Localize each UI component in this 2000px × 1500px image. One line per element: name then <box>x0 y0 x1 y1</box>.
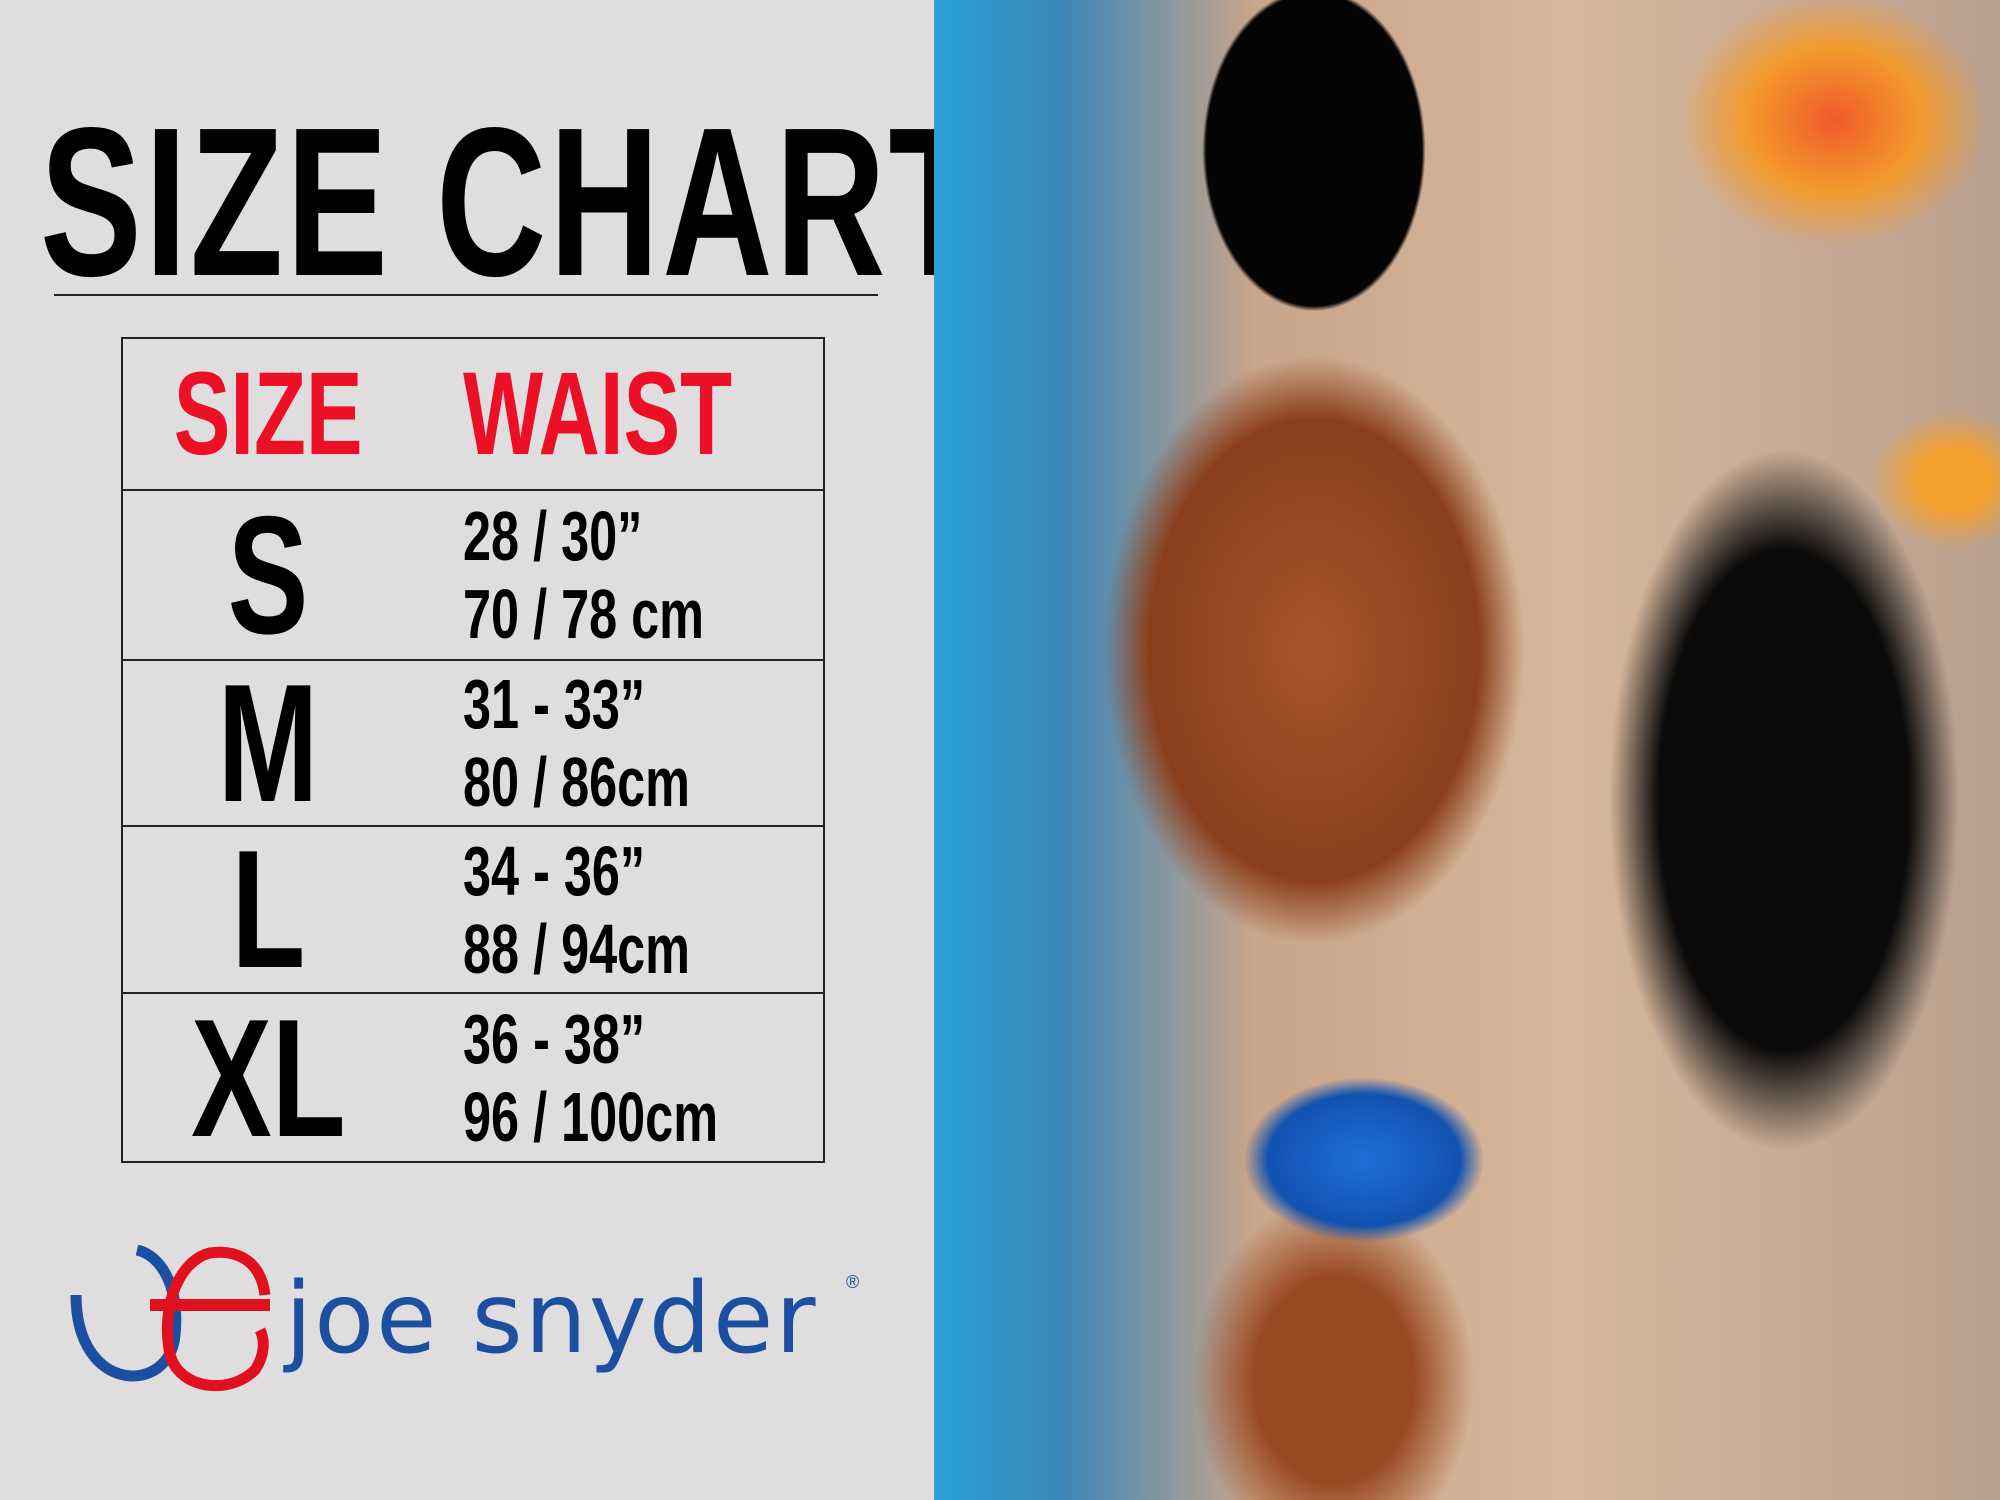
page-title: SIZE CHART <box>40 83 985 320</box>
header-waist: WAIST <box>463 348 733 480</box>
size-table: SIZE WAIST S 28 / 30” 70 / 78 cm M 31 - 3… <box>121 337 825 1172</box>
waist-value: 28 / 30” 70 / 78 cm <box>463 497 704 653</box>
registered-mark: ® <box>846 1272 860 1292</box>
size-label: S <box>227 480 309 669</box>
table-row: M 31 - 33” 80 / 86cm <box>123 648 823 837</box>
model-photo <box>934 0 2000 1500</box>
brand-name: joe snyder <box>285 1262 818 1376</box>
size-label: XL <box>190 983 346 1172</box>
brand-logo-mark-icon <box>70 1245 271 1392</box>
table-row: S 28 / 30” 70 / 78 cm <box>123 480 823 669</box>
waist-value: 36 - 38” 96 / 100cm <box>463 1000 719 1156</box>
title-divider <box>54 294 878 296</box>
size-label: M <box>217 648 319 837</box>
size-chart-panel: SIZE CHART SIZE WAIST S 28 / 30” 70 / 78 … <box>0 0 985 1500</box>
size-label: L <box>231 815 305 1003</box>
header-size: SIZE <box>173 348 363 480</box>
table-row: L 34 - 36” 88 / 94cm <box>123 815 823 1003</box>
table-row: XL 36 - 38” 96 / 100cm <box>123 983 823 1172</box>
waist-value: 34 - 36” 88 / 94cm <box>463 831 690 988</box>
table-header-row: SIZE WAIST <box>123 339 823 491</box>
waist-value: 31 - 33” 80 / 86cm <box>463 665 690 821</box>
